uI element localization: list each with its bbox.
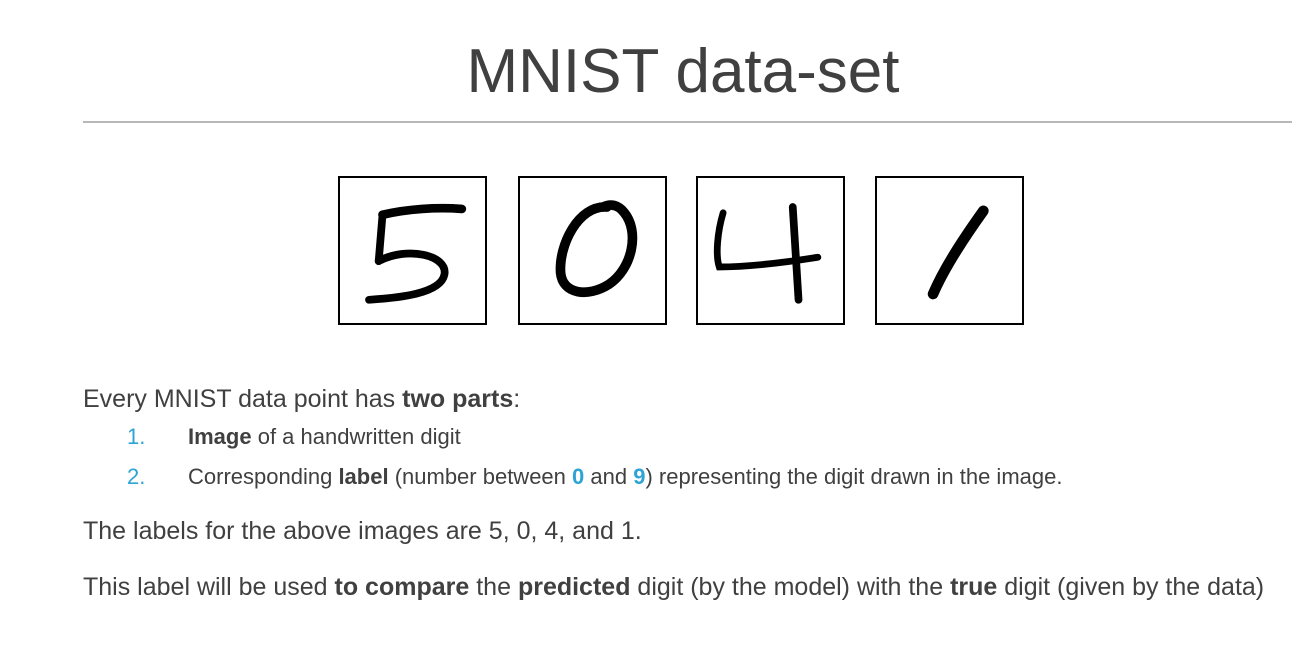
handwritten-digit-1-icon (927, 205, 989, 300)
labels-sentence: The labels for the above images are 5, 0… (83, 517, 642, 545)
list-number: 2. (127, 464, 146, 489)
digit-images (338, 176, 1028, 326)
list-bold: label (338, 464, 389, 489)
handwritten-digit-0-icon (555, 200, 638, 297)
list-text: Corresponding label (number between 0 an… (188, 461, 1062, 493)
intro-sentence: Every MNIST data point has two parts: (83, 383, 520, 415)
title-divider (83, 121, 1292, 123)
intro-bold: two parts (402, 385, 514, 413)
handwritten-digit-4-icon (713, 203, 822, 304)
range-high: 9 (633, 464, 646, 489)
usage-text: digit (given by the data) (997, 573, 1265, 601)
usage-bold: true (950, 573, 998, 601)
intro-prefix: Every MNIST data point has (83, 385, 403, 413)
list-prefix: Corresponding (188, 464, 339, 489)
list-number: 1. (127, 424, 146, 449)
usage-text: the (469, 573, 518, 601)
list-rest: of a handwritten digit (251, 424, 461, 449)
digit-image-5 (338, 176, 487, 325)
list-text: Image of a handwritten digit (188, 421, 461, 453)
list-bold: Image (188, 424, 252, 449)
digit-image-0 (518, 176, 667, 325)
usage-text: digit (by the model) with the (630, 573, 951, 601)
usage-sentence: This label will be used to compare the p… (83, 571, 1283, 603)
usage-bold: to compare (334, 573, 470, 601)
list-suffix: ) representing the digit drawn in the im… (645, 464, 1063, 489)
usage-text: This label will be used (83, 573, 335, 601)
list-mid: and (584, 464, 634, 489)
list-mid: (number between (388, 464, 573, 489)
usage-bold: predicted (517, 573, 631, 601)
digit-image-4 (696, 176, 845, 325)
range-low: 0 (572, 464, 585, 489)
digit-image-1 (875, 176, 1024, 325)
intro-suffix: : (513, 385, 521, 413)
handwritten-digit-5-icon (365, 203, 467, 304)
slide-title: MNIST data-set (466, 37, 900, 106)
